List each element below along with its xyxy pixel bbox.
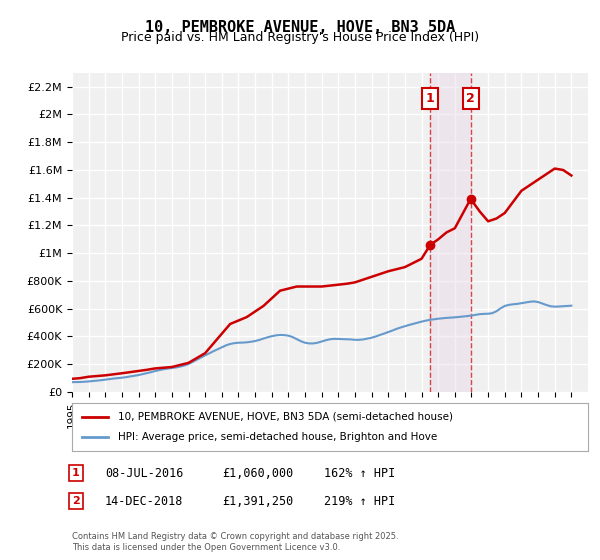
Text: 2: 2: [72, 496, 80, 506]
Text: Price paid vs. HM Land Registry's House Price Index (HPI): Price paid vs. HM Land Registry's House …: [121, 31, 479, 44]
Text: Contains HM Land Registry data © Crown copyright and database right 2025.
This d: Contains HM Land Registry data © Crown c…: [72, 532, 398, 552]
Text: 08-JUL-2016: 08-JUL-2016: [105, 466, 184, 480]
Text: 162% ↑ HPI: 162% ↑ HPI: [324, 466, 395, 480]
Text: HPI: Average price, semi-detached house, Brighton and Hove: HPI: Average price, semi-detached house,…: [118, 432, 437, 442]
Text: 219% ↑ HPI: 219% ↑ HPI: [324, 494, 395, 508]
Bar: [430, 73, 470, 392]
Text: £1,391,250: £1,391,250: [222, 494, 293, 508]
Text: 14-DEC-2018: 14-DEC-2018: [105, 494, 184, 508]
Text: 1: 1: [426, 92, 434, 105]
Text: 1: 1: [72, 468, 80, 478]
Text: 10, PEMBROKE AVENUE, HOVE, BN3 5DA (semi-detached house): 10, PEMBROKE AVENUE, HOVE, BN3 5DA (semi…: [118, 412, 454, 422]
Text: 2: 2: [466, 92, 475, 105]
Text: £1,060,000: £1,060,000: [222, 466, 293, 480]
Text: 10, PEMBROKE AVENUE, HOVE, BN3 5DA: 10, PEMBROKE AVENUE, HOVE, BN3 5DA: [145, 20, 455, 35]
